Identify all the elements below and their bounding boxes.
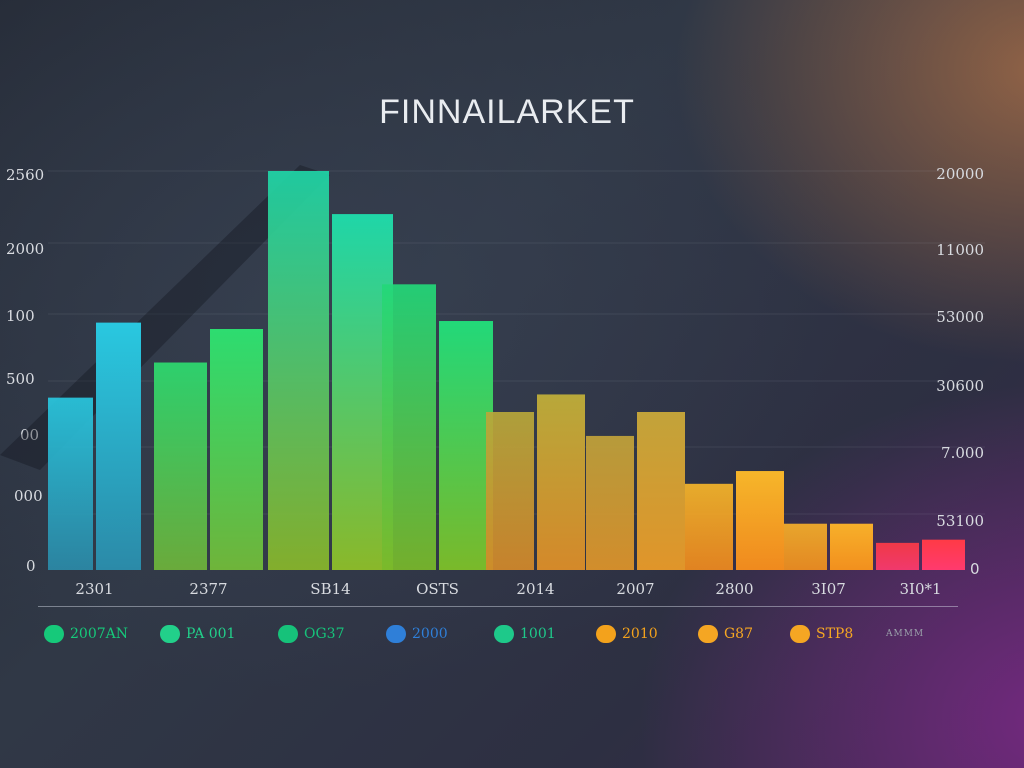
y-tick-right: 53100 bbox=[936, 512, 984, 530]
x-tick-label: 2301 bbox=[75, 580, 113, 598]
bar bbox=[486, 411, 534, 570]
legend-label: G87 bbox=[724, 626, 753, 642]
y-tick-right: 30600 bbox=[936, 377, 984, 395]
y-tick-right-zero: 0 bbox=[970, 560, 980, 578]
y-tick-left: 2560 bbox=[6, 166, 45, 184]
legend-swatch bbox=[278, 625, 298, 643]
y-tick-right: 53000 bbox=[936, 308, 984, 326]
y-tick-right: 20000 bbox=[936, 165, 984, 183]
legend-label: AMMM bbox=[886, 629, 925, 639]
x-tick-label: 2377 bbox=[189, 580, 227, 598]
bar bbox=[439, 321, 493, 570]
x-axis-line bbox=[38, 606, 958, 607]
y-tick-left: 0 bbox=[26, 557, 36, 575]
legend-swatch bbox=[160, 625, 180, 643]
shadow-shape bbox=[0, 165, 330, 470]
bar bbox=[382, 284, 436, 570]
x-tick-label: 2800 bbox=[715, 580, 753, 598]
bar bbox=[736, 471, 784, 570]
legend-label: PA 001 bbox=[186, 626, 236, 642]
x-tick-label: 2007 bbox=[616, 580, 654, 598]
legend-label: STP8 bbox=[816, 626, 854, 642]
bar bbox=[876, 542, 919, 570]
bar bbox=[784, 523, 827, 570]
legend-swatch bbox=[386, 625, 406, 643]
legend-item: G87 bbox=[698, 624, 753, 644]
legend-label: 2007AN bbox=[70, 626, 128, 642]
y-tick-left: 2000 bbox=[6, 240, 45, 258]
x-tick-label: 3I07 bbox=[811, 580, 846, 598]
y-tick-right: 11000 bbox=[936, 241, 984, 259]
y-tick-right: 7.000 bbox=[941, 444, 984, 462]
legend-label: 2010 bbox=[622, 626, 658, 642]
bar bbox=[537, 394, 585, 570]
y-tick-left: 000 bbox=[14, 487, 43, 505]
y-tick-left: 500 bbox=[6, 370, 35, 388]
legend-item: AMMM bbox=[886, 624, 924, 644]
x-tick-label: OSTS bbox=[416, 580, 459, 598]
legend-label: 1001 bbox=[520, 626, 556, 642]
legend-swatch bbox=[698, 625, 718, 643]
legend-item: OG37 bbox=[278, 624, 344, 644]
legend-item: 1001 bbox=[494, 624, 556, 644]
x-tick-label: 3I0*1 bbox=[899, 580, 941, 598]
x-tick-label: SB14 bbox=[310, 580, 350, 598]
legend-swatch bbox=[596, 625, 616, 643]
legend-item: 2007AN bbox=[44, 624, 128, 644]
legend-label: OG37 bbox=[304, 626, 345, 642]
legend-item: 2010 bbox=[596, 624, 658, 644]
legend-item: 2000 bbox=[386, 624, 448, 644]
x-tick-label: 2014 bbox=[516, 580, 554, 598]
bar bbox=[637, 411, 685, 570]
bar bbox=[586, 435, 634, 570]
legend-item: STP8 bbox=[790, 624, 853, 644]
bar bbox=[685, 483, 733, 570]
bar bbox=[268, 171, 329, 570]
chart-title: FINNAILARKET bbox=[379, 93, 635, 131]
bar bbox=[830, 523, 873, 570]
bar bbox=[210, 329, 263, 570]
y-tick-left: 100 bbox=[6, 307, 35, 325]
legend-swatch bbox=[494, 625, 514, 643]
legend-label: 2000 bbox=[412, 626, 448, 642]
bar bbox=[48, 397, 93, 570]
legend-swatch bbox=[44, 625, 64, 643]
bar bbox=[96, 322, 141, 570]
legend-swatch bbox=[790, 625, 810, 643]
legend-item: PA 001 bbox=[160, 624, 235, 644]
bar bbox=[922, 539, 965, 570]
bar bbox=[154, 362, 207, 570]
y-tick-left: 00 bbox=[20, 426, 62, 444]
